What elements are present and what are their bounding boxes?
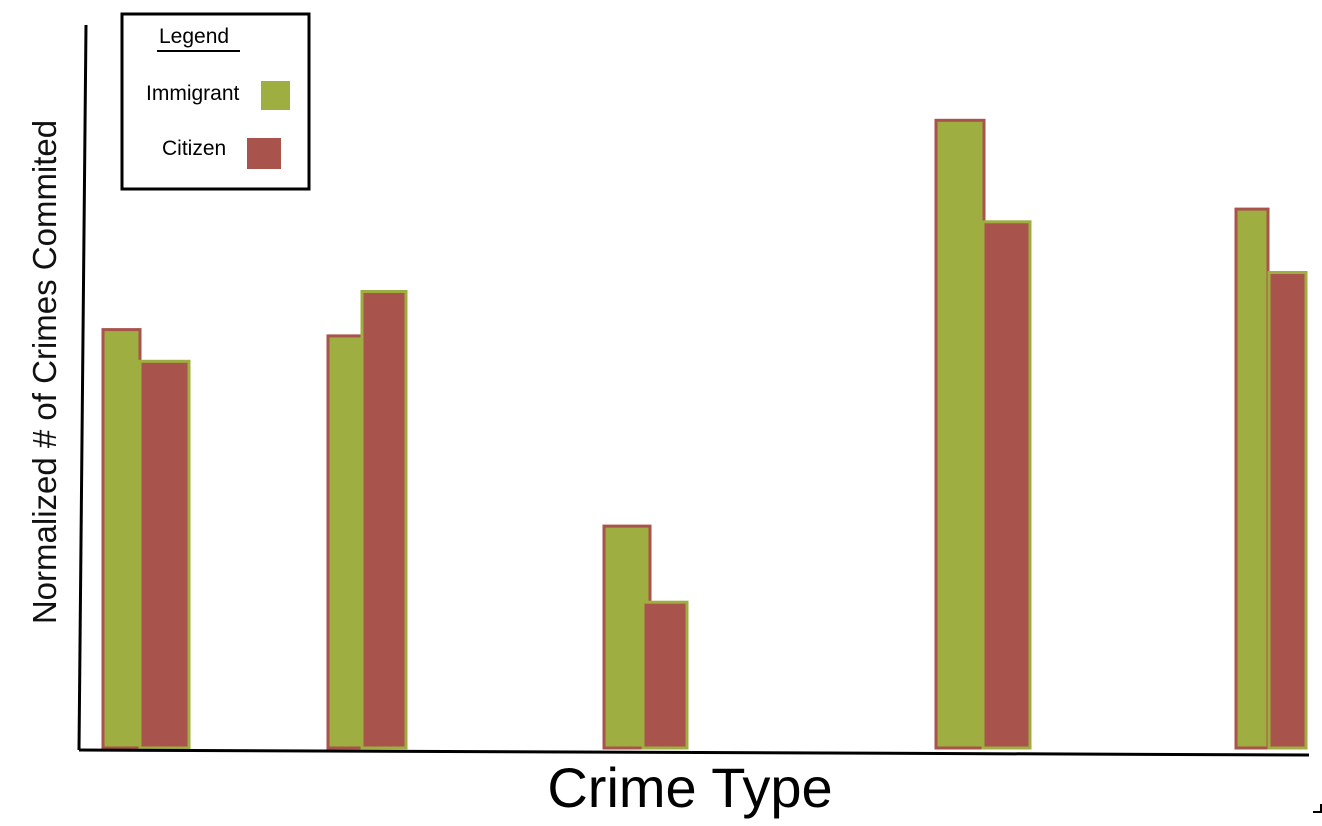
bar-immigrant-1 [101,328,142,750]
legend-title: Legend [159,25,229,48]
legend: Legend Immigrant Citizen [120,12,311,191]
legend-label-immigrant: Immigrant [146,82,240,105]
legend-label-citizen: Citizen [162,137,226,160]
bar-citizen-3 [641,600,689,750]
x-axis-label: Crime Type [547,756,832,819]
bar-citizen-5 [1267,271,1308,750]
corner-mark [1313,804,1322,813]
x-axis-line [78,748,1310,757]
y-axis-label: Normalized # of Crimes Commited [26,120,63,624]
bar-citizen-1 [138,359,191,750]
legend-swatch-immigrant [261,81,290,110]
bar-immigrant-2 [326,334,364,750]
bar-immigrant-4 [934,118,986,750]
bar-citizen-2 [360,290,408,750]
bar-immigrant-5 [1234,207,1270,750]
legend-swatch-citizen [247,138,281,169]
bars-layer [101,118,1308,750]
y-axis-line [77,24,88,751]
bar-citizen-4 [981,220,1032,750]
